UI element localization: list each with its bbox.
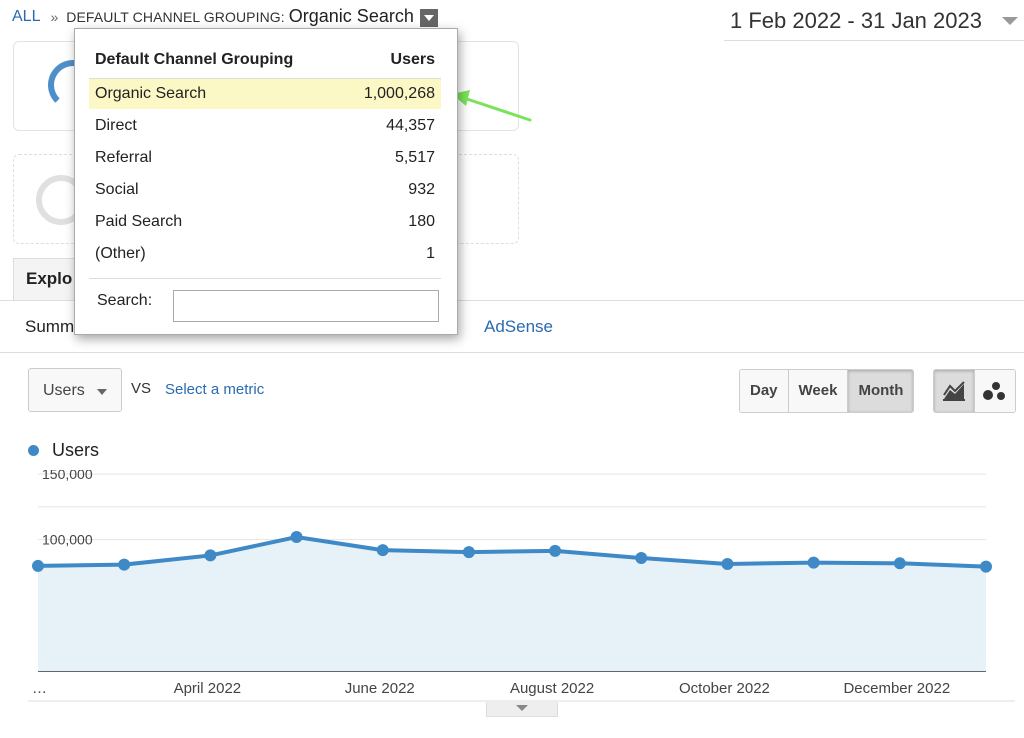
subtab-divider [0,352,1024,353]
dropdown-header-metric: Users [390,51,435,68]
dropdown-header-dimension: Default Channel Grouping [95,51,294,68]
row-name: Organic Search [95,85,207,102]
users-area [38,537,986,671]
data-point [462,546,475,559]
dropdown-row-organic-search[interactable]: Organic Search 1,000,268 [89,79,441,109]
subtab-summary[interactable]: Summ [25,317,75,336]
annotation-arrow [452,90,532,122]
row-name: Referral [95,149,152,166]
date-range-text: 1 Feb 2022 - 31 Jan 2023 [730,8,982,33]
dropdown-row-referral[interactable]: Referral 5,517 [89,143,441,173]
x-tick-label: April 2022 [174,680,242,697]
chevron-down-icon [1002,17,1018,25]
dropdown-search-label: Search: [97,292,153,309]
legend-marker [28,445,39,456]
tab-divider [0,300,1024,301]
dropdown-search-input[interactable] [173,290,439,322]
month-button[interactable]: Month [848,370,914,412]
week-button[interactable]: Week [788,370,849,412]
breadcrumb-separator: » [50,8,59,25]
motion-chart-button[interactable] [975,370,1015,412]
breadcrumb-dimension-value: Organic Search [288,6,414,26]
data-point [32,559,44,572]
row-name: (Other) [95,245,146,262]
users-series-line [37,535,987,569]
data-point [290,531,303,544]
dropdown-header: Default Channel Grouping Users [89,51,441,79]
data-point [807,556,820,569]
dropdown-row-paid-search[interactable]: Paid Search 180 [89,207,441,237]
data-point [118,558,131,571]
metric-select-label: Users [43,382,85,399]
row-value: 932 [408,181,435,198]
dropdown-divider [89,278,441,279]
granularity-toggle: Day Week Month [739,369,915,413]
vs-label: VS [131,380,152,397]
row-name: Paid Search [95,213,183,230]
data-point [980,560,992,573]
chart-legend: Users [28,440,99,461]
x-tick-label: December 2022 [843,680,950,697]
line-chart-button[interactable] [934,370,975,412]
day-button[interactable]: Day [740,370,789,412]
x-tick-label: October 2022 [679,680,770,697]
row-value: 1,000,268 [363,85,435,102]
row-name: Social [95,181,139,198]
chart-type-toggle [933,369,1016,413]
row-value: 1 [426,245,435,262]
line-chart-icon [943,381,965,401]
data-point [376,544,389,557]
metric-select[interactable]: Users [28,368,122,412]
channel-grouping-dropdown: Default Channel Grouping Users Organic S… [74,28,458,335]
date-range-picker[interactable]: 1 Feb 2022 - 31 Jan 2023 [724,0,1024,41]
chart-expand-toggle[interactable] [486,702,558,717]
row-value: 44,357 [386,117,435,134]
data-point [204,549,217,562]
data-point [893,557,906,570]
x-tick-label: June 2022 [345,680,415,697]
dropdown-row-social[interactable]: Social 932 [89,175,441,205]
dimension-dropdown-button[interactable] [419,8,438,27]
tab-explorer[interactable]: Explo [13,258,83,300]
row-value: 180 [408,213,435,230]
y-tick-label: 150,000 [42,470,93,482]
data-point [635,552,648,565]
dropdown-row-other[interactable]: (Other) 1 [89,239,441,269]
data-point [549,544,562,557]
chevron-down-icon [97,389,107,395]
row-value: 5,517 [394,149,435,166]
breadcrumb: ALL » DEFAULT CHANNEL GROUPING: Organic … [12,6,438,27]
breadcrumb-dimension-label: DEFAULT CHANNEL GROUPING: [66,8,285,25]
dropdown-row-direct[interactable]: Direct 44,357 [89,111,441,141]
subtab-adsense[interactable]: AdSense [484,317,553,336]
select-metric-link[interactable]: Select a metric [165,381,265,398]
x-tick-label: August 2022 [510,680,594,697]
motion-chart-icon [983,382,1005,400]
data-point [721,557,734,570]
breadcrumb-all-link[interactable]: ALL [12,7,41,25]
row-name: Direct [95,117,137,134]
y-tick-label: 100,000 [42,532,93,548]
legend-label: Users [52,440,100,460]
x-tick-label: … [32,680,47,697]
